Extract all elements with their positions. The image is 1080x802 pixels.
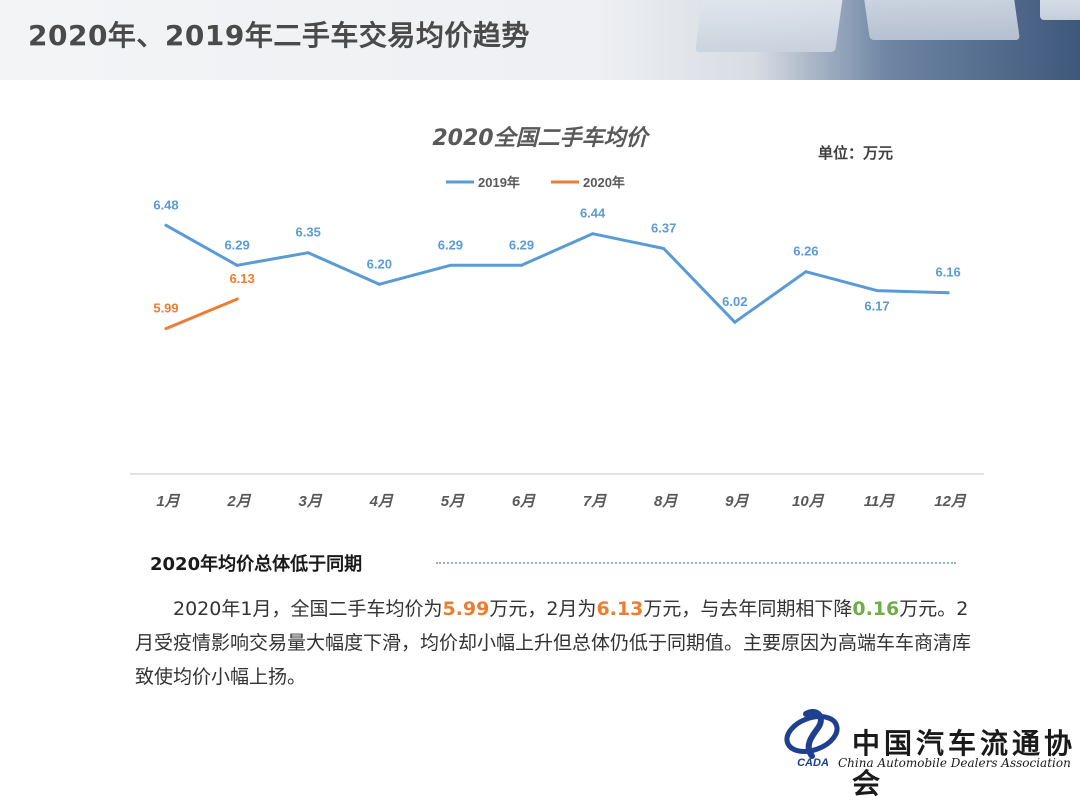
series-line <box>164 223 950 324</box>
data-label: 6.35 <box>296 225 321 240</box>
data-point <box>662 246 666 250</box>
x-tick-label: 1月 <box>156 493 180 510</box>
data-point <box>804 270 808 274</box>
data-point <box>875 289 879 293</box>
series-line <box>164 297 239 331</box>
page-title: 2020年、2019年二手车交易均价趋势 <box>28 19 530 52</box>
data-point <box>235 297 239 301</box>
data-point <box>946 291 950 295</box>
data-point <box>377 282 381 286</box>
data-label: 6.37 <box>651 220 676 235</box>
data-label: 6.29 <box>438 237 463 252</box>
data-point <box>520 263 523 267</box>
x-tick-label: 2月 <box>226 493 251 510</box>
summary-text: 万元，2月为 <box>489 598 597 620</box>
unit-label: 单位：万元 <box>818 144 894 162</box>
summary-paragraph: 2020年1月，全国二手车均价为5.99万元，2月为6.13万元，与去年同期相下… <box>135 592 975 694</box>
data-label: 5.99 <box>153 301 178 316</box>
data-label: 6.48 <box>153 197 178 212</box>
x-tick-label: 5月 <box>441 493 465 510</box>
logo-mark-text: CADA <box>797 757 829 768</box>
line-chart: 1月 2月 3月 4月 5月 6月 7月 8月 9月 10月 11月 12月 2019年 2020年 6.4… <box>130 175 984 510</box>
x-tick-label: 7月 <box>583 493 607 510</box>
x-tick-label: 10月 <box>792 493 825 510</box>
data-label: 6.13 <box>229 271 254 286</box>
data-point <box>164 327 168 331</box>
data-point <box>306 251 310 255</box>
x-tick-label: 11月 <box>864 493 896 510</box>
data-label: 6.29 <box>509 237 534 252</box>
data-label: 6.02 <box>722 294 747 309</box>
data-point <box>235 263 239 267</box>
x-tick-label: 6月 <box>512 493 536 510</box>
highlight-value-decline: 0.16 <box>852 598 900 620</box>
data-label: 6.29 <box>224 237 249 252</box>
data-label: 6.20 <box>367 256 392 271</box>
legend-label: 2019年 <box>478 175 520 190</box>
section-heading: 2020年均价总体低于同期 <box>150 554 363 575</box>
cada-logo-icon: CADA <box>784 708 840 768</box>
chart-title: 2020全国二手车均价 <box>432 126 648 151</box>
data-point <box>733 320 737 324</box>
data-point <box>448 263 452 267</box>
x-tick-label: 8月 <box>654 493 678 510</box>
data-label: 6.17 <box>864 299 889 314</box>
header-banner: 2020年、2019年二手车交易均价趋势 <box>0 0 1080 80</box>
summary-text: 2020年1月，全国二手车均价为 <box>173 598 443 620</box>
header-decoration <box>1040 0 1080 20</box>
highlight-value-jan: 5.99 <box>442 598 490 620</box>
data-point <box>164 223 168 227</box>
data-point <box>591 232 595 236</box>
legend-label: 2020年 <box>583 175 625 190</box>
summary-text: 万元。2月受疫情影响交易量大幅度下滑，均价却小幅上升但总体仍低于同期值。主要原因… <box>135 598 972 688</box>
data-label: 6.44 <box>580 206 606 221</box>
x-tick-label: 9月 <box>725 493 749 510</box>
x-tick-label: 3月 <box>299 493 323 510</box>
dotted-divider <box>436 562 956 564</box>
highlight-value-feb: 6.13 <box>596 598 644 620</box>
data-label: 6.26 <box>793 244 818 259</box>
summary-text: 万元，与去年同期相下降 <box>643 598 853 620</box>
x-tick-label: 12月 <box>934 493 967 510</box>
x-tick-label: 4月 <box>369 493 394 510</box>
data-label: 6.16 <box>935 265 960 280</box>
logo-en-name: China Automobile Dealers Association <box>838 756 1071 770</box>
